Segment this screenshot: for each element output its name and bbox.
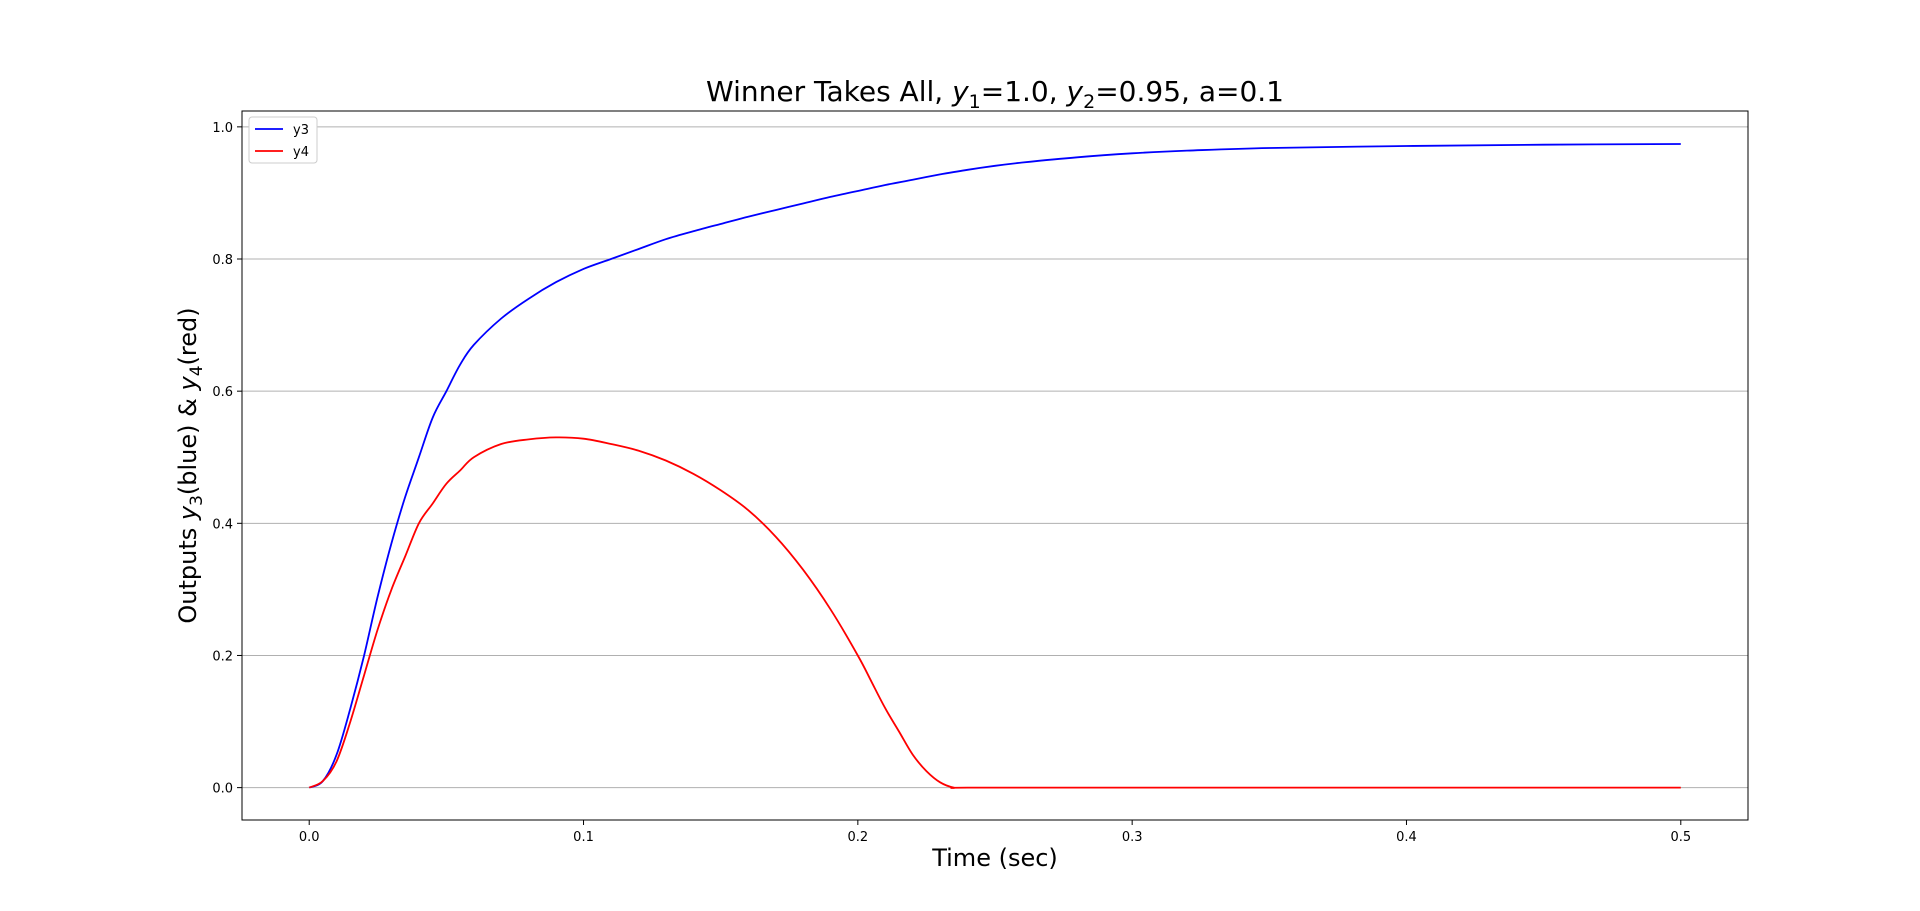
title-y2-subscript: 2 — [1083, 91, 1095, 113]
x-tick-label: 0.0 — [299, 830, 320, 845]
y-tick-label: 0.2 — [212, 649, 233, 664]
title-y1-value: =1.0, — [981, 75, 1067, 108]
series-line-y3 — [308, 143, 1681, 789]
y-tick-label: 0.6 — [212, 385, 233, 400]
legend-label-y4: y4 — [293, 145, 309, 160]
y-tick-label: 0.0 — [212, 782, 233, 797]
title-y2-symbol: y — [1066, 75, 1084, 108]
x-tick-label: 0.1 — [573, 830, 594, 845]
legend: y3 y4 — [248, 116, 318, 164]
title-y2-value: =0.95, a=0.1 — [1095, 75, 1284, 108]
y-tick-label: 0.4 — [212, 517, 233, 532]
ylabel-y3-subscript: 3 — [187, 495, 207, 506]
ylabel-mid: (blue) & — [174, 391, 202, 496]
ylabel-prefix: Outputs — [174, 520, 202, 624]
plot-frame — [241, 110, 1749, 821]
x-tick-label: 0.3 — [1122, 830, 1143, 845]
x-tick-label: 0.4 — [1396, 830, 1417, 845]
y-axis-label: Outputs y3(blue) & y4(red) — [174, 307, 207, 623]
legend-label-y3: y3 — [293, 123, 309, 138]
chart-title: Winner Takes All, y1=1.0, y2=0.95, a=0.1 — [706, 75, 1284, 113]
title-y1-symbol: y — [951, 75, 969, 108]
x-tick-label: 0.2 — [847, 830, 868, 845]
title-y1-subscript: 1 — [969, 91, 981, 113]
ylabel-y4-subscript: 4 — [187, 365, 207, 376]
series-line-y4 — [308, 436, 1681, 789]
ylabel-suffix: (red) — [174, 307, 202, 365]
title-prefix: Winner Takes All, — [706, 75, 952, 108]
y-tick-label: 0.8 — [212, 253, 233, 268]
axis-ticks: 0.0 0.2 0.4 0.6 0.8 1.0 0.0 0.1 0.2 0.3 0.4 0.5 — [212, 121, 1691, 845]
ylabel-y4-symbol: y — [174, 376, 202, 392]
x-axis-label: Time (sec) — [931, 844, 1058, 872]
x-tick-label: 0.5 — [1670, 830, 1691, 845]
grid-lines — [242, 126, 1748, 789]
data-series — [308, 143, 1681, 789]
ylabel-y3-symbol: y — [174, 505, 202, 521]
y-tick-label: 1.0 — [212, 121, 233, 136]
